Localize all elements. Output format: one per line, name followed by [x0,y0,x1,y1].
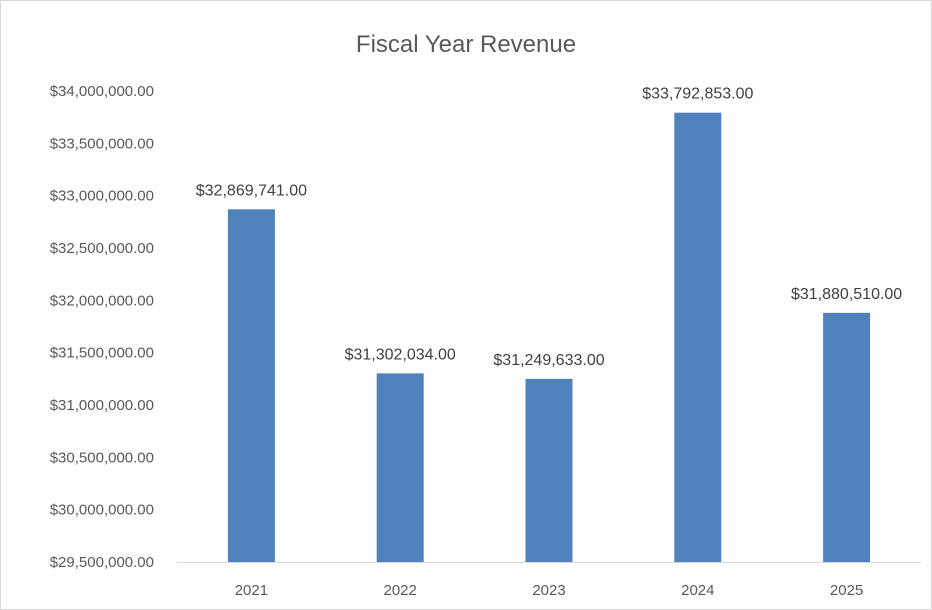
y-tick-label: $32,000,000.00 [50,292,154,309]
x-tick-label-2021: 2021 [235,582,268,599]
bar-2021 [227,209,275,562]
y-tick-label: $31,000,000.00 [50,397,154,414]
y-tick-label: $34,000,000.00 [50,83,154,100]
data-label-2023: $31,249,633.00 [493,352,604,369]
chart-title: Fiscal Year Revenue [355,31,577,58]
y-tick-label: $30,000,000.00 [50,502,154,519]
bar-2025 [823,312,871,562]
y-tick-label: $33,000,000.00 [50,188,154,205]
data-label-2021: $32,869,741.00 [196,182,307,199]
bar-2024 [674,112,722,562]
x-tick-label-2025: 2025 [830,582,863,599]
y-tick-label: $29,500,000.00 [50,554,154,571]
x-tick-label-2023: 2023 [532,582,565,599]
data-label-2022: $31,302,034.00 [345,346,456,363]
x-tick-label-2024: 2024 [681,582,714,599]
y-tick-label: $31,500,000.00 [50,345,154,362]
y-tick-label: $32,500,000.00 [50,240,154,257]
bar-2023 [525,378,573,562]
y-tick-label: $30,500,000.00 [50,449,154,466]
y-tick-label: $33,500,000.00 [50,135,154,152]
data-label-2025: $31,880,510.00 [791,286,902,303]
bar-2022 [376,373,424,562]
x-tick-label-2022: 2022 [384,582,417,599]
data-label-2024: $33,792,853.00 [642,86,753,103]
